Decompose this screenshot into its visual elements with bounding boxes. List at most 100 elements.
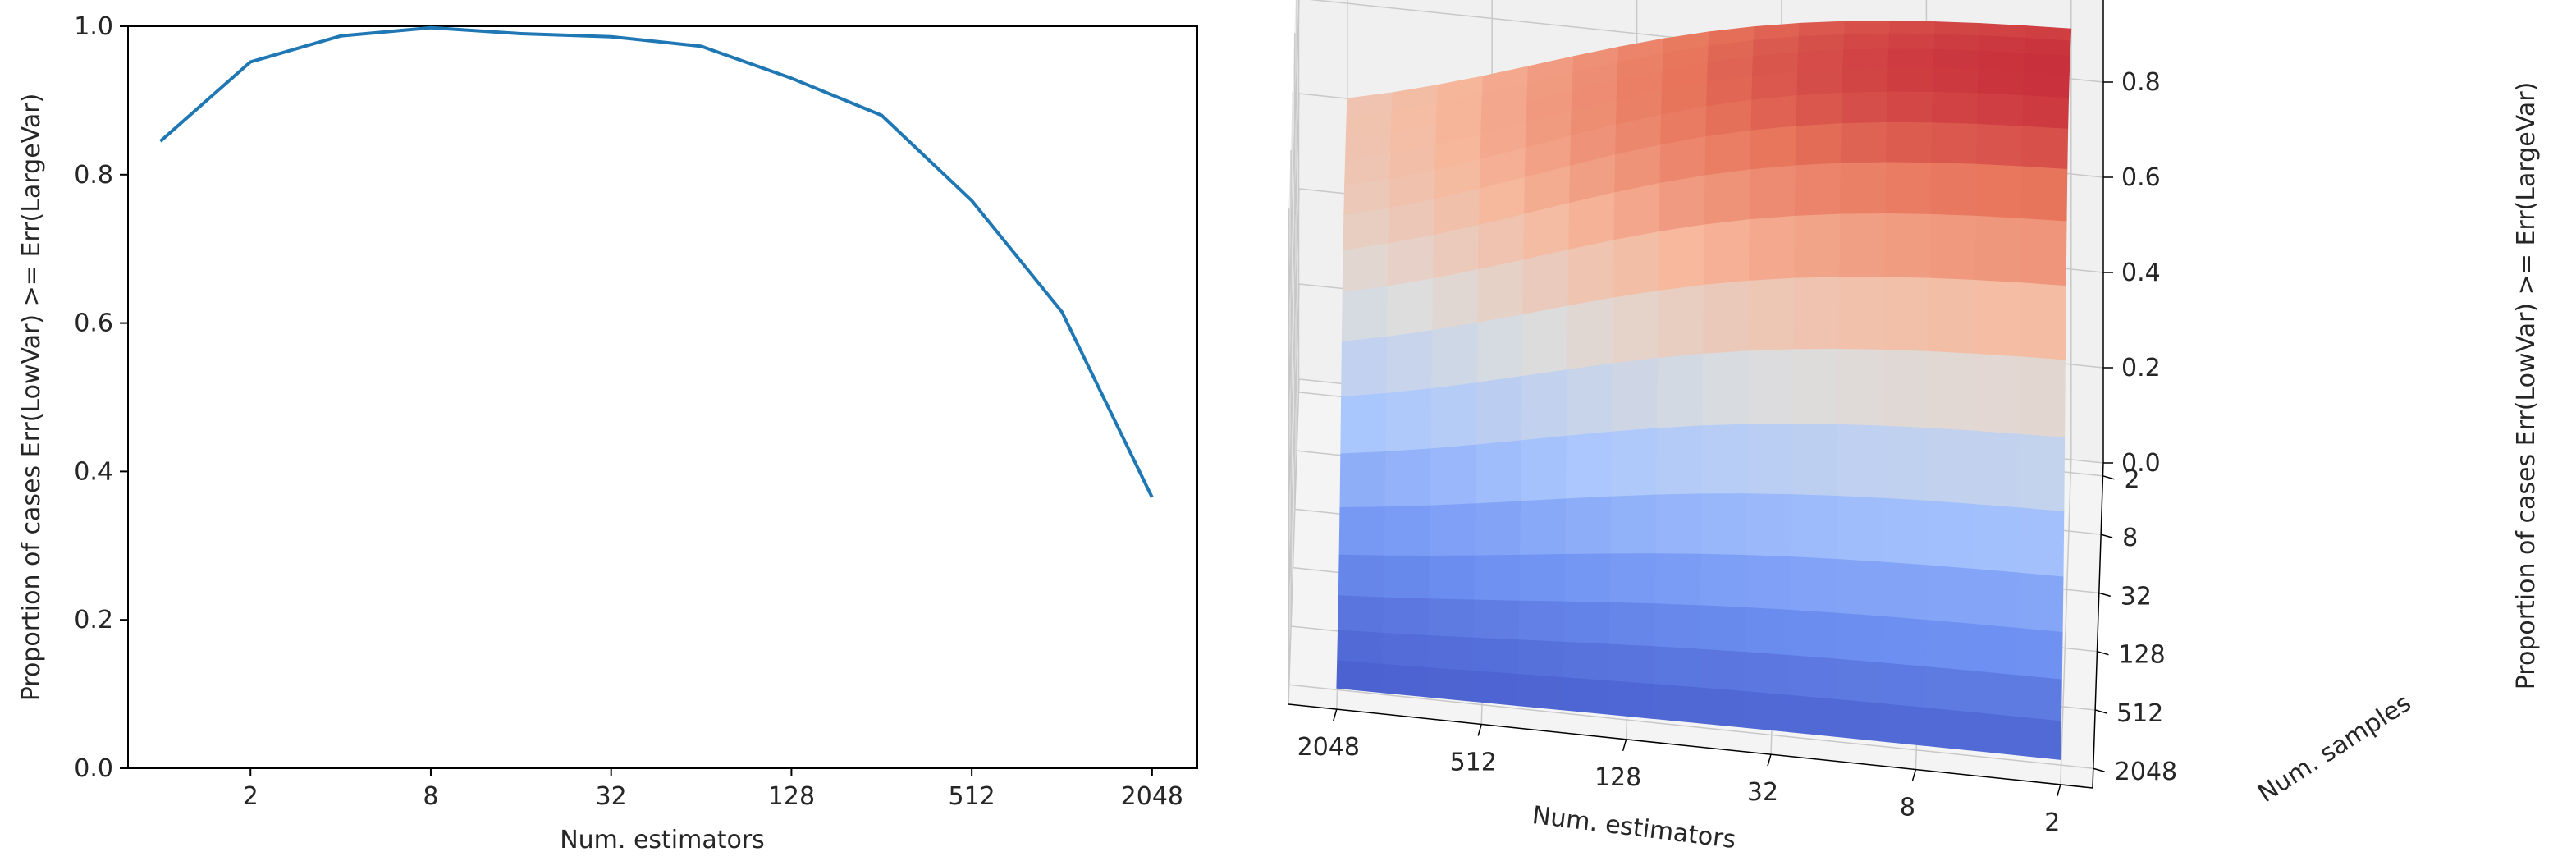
gridline: [2060, 459, 2072, 785]
x-tick-mark: [1767, 753, 1772, 767]
surface-facet: [1387, 234, 1434, 287]
surface-facet: [1791, 423, 1839, 497]
surface-facet: [1474, 554, 1521, 602]
surface-facet: [1790, 609, 1837, 660]
x-tick-label: 8: [1900, 794, 1915, 822]
surface-facet: [1927, 500, 1974, 570]
y-tick-mark: [2102, 475, 2115, 480]
surface-facet: [1840, 121, 1887, 164]
surface-facet: [1749, 165, 1796, 220]
surface-facet: [1338, 506, 1386, 556]
surface-facet: [1700, 553, 1747, 608]
surface-facet: [1608, 680, 1654, 719]
surface-facet: [1926, 565, 1974, 625]
surface-facet: [2019, 356, 2066, 438]
surface-facet: [1384, 505, 1431, 556]
surface-facet: [1970, 671, 2017, 717]
surface-facet: [1342, 243, 1389, 293]
surface-facet: [1613, 182, 1661, 241]
y-tick-label: 2: [2124, 465, 2139, 494]
surface-facet: [1928, 350, 1975, 432]
surface-facet: [1974, 279, 2021, 358]
line-chart-axes-frame: [127, 25, 1198, 769]
surface-facet: [1565, 496, 1613, 555]
surface-facet: [1745, 555, 1792, 611]
surface-facet: [1794, 163, 1842, 217]
gridline: [1288, 93, 1300, 419]
surface-facet: [1743, 690, 1791, 733]
gridline: [1288, 283, 1300, 610]
surface-facet: [1476, 314, 1524, 383]
surface-facet: [1338, 554, 1385, 598]
surface-chart-z-ticks: 0.0 0.2 0.4 0.6 0.8: [2102, 0, 2161, 478]
surface-facet: [2018, 433, 2066, 512]
surface-facet: [1426, 667, 1474, 702]
surface-facet: [1430, 444, 1477, 506]
surface-facet: [1336, 660, 1384, 694]
y-tick-label: 512: [2116, 699, 2163, 728]
surface-facet: [1701, 424, 1749, 495]
surface-facet: [1750, 95, 1798, 131]
surface-facet: [1789, 655, 1837, 700]
surface-facet: [1654, 603, 1701, 650]
surface-facet: [1699, 605, 1746, 653]
surface-facet: [1704, 169, 1751, 226]
surface-facet: [1885, 162, 1933, 215]
surface-facet: [1340, 392, 1388, 455]
y-tick-label: 0.6: [74, 309, 113, 338]
y-tick-mark: [2098, 592, 2112, 598]
surface-facet: [1970, 712, 2016, 756]
surface-facet: [1744, 652, 1791, 696]
surface-facet: [1563, 601, 1611, 645]
surface-facet: [1977, 93, 2024, 127]
surface-facet: [1522, 249, 1570, 315]
surface-facet: [1842, 48, 1890, 70]
surface-chart-y-axis-label: Num. samples: [2253, 689, 2416, 808]
surface-facet: [1933, 34, 1981, 52]
surface-facet: [1339, 451, 1387, 508]
surface-facet: [1702, 350, 1750, 427]
surface-chart-x-axis-label: Num. estimators: [1531, 801, 1737, 854]
surface-facet: [1474, 501, 1521, 556]
surface-facet: [1699, 648, 1746, 692]
surface-facet: [1788, 694, 1836, 737]
surface-facet: [1887, 48, 1935, 69]
surface-facet: [1657, 284, 1704, 359]
surface-facet: [2015, 716, 2062, 760]
surface-facet: [1654, 553, 1702, 607]
surface-facet: [1341, 286, 1389, 342]
surface-facet: [1700, 493, 1748, 556]
surface-facet: [1656, 425, 1704, 496]
surface-facet: [1842, 67, 1889, 94]
surface-facet: [1885, 121, 1933, 163]
surface-facet: [2022, 94, 2070, 130]
surface-facet: [1704, 130, 1752, 176]
surface-facet: [1654, 646, 1700, 689]
surface-facet: [1384, 448, 1432, 508]
surface-facet: [1837, 424, 1884, 499]
surface-facet: [1970, 623, 2018, 676]
surface-facet: [1843, 21, 1891, 35]
surface-facet: [1386, 330, 1433, 394]
surface-facet: [1796, 68, 1844, 96]
surface-facet: [1386, 278, 1434, 337]
surface-facet: [1879, 662, 1927, 708]
surface-facet: [1931, 122, 1978, 165]
surface-facet: [1791, 494, 1838, 560]
surface-facet: [1746, 423, 1794, 496]
surface-facet: [1562, 677, 1609, 715]
x-tick-mark: [1911, 769, 1917, 781]
surface-facet: [1337, 595, 1384, 634]
y-tick-mark: [2094, 709, 2107, 714]
surface-facet: [1979, 35, 2026, 54]
surface-facet: [1797, 34, 1845, 53]
surface-facet: [1429, 503, 1476, 556]
surface-facet: [1657, 353, 1704, 429]
surface-facet: [1429, 555, 1476, 601]
line-chart-y-axis-label: Proportion of cases Err(LowVar) >= Err(L…: [17, 94, 46, 702]
surface-facet: [1886, 91, 1933, 124]
y-tick-label: 0.8: [74, 161, 113, 190]
surface-facet: [1472, 637, 1520, 675]
surface-facet: [2022, 71, 2070, 99]
surface-facet: [1748, 215, 1796, 282]
